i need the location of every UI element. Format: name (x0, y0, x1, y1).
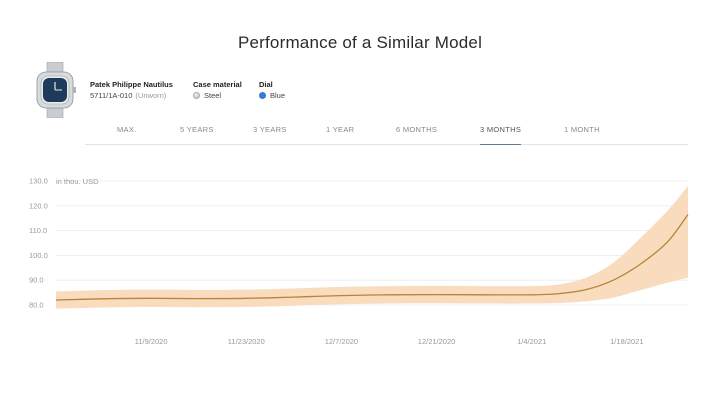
dial-label: Dial (259, 80, 273, 89)
x-tick-label: 1/4/2021 (517, 337, 546, 346)
product-reference: 5711/1A-010 (90, 91, 133, 100)
tab-3-years[interactable]: 3 YEARS (253, 125, 287, 134)
tab-1-year[interactable]: 1 YEAR (326, 125, 355, 134)
dial-row: Blue (259, 90, 285, 101)
product-reference-row: 5711/1A-010 (Unworn) (90, 90, 173, 101)
unit-label: in thou. USD (56, 177, 99, 186)
dial-field: Dial Blue (259, 79, 285, 101)
product-name-field: Patek Philippe Nautilus 5711/1A-010 (Unw… (90, 79, 173, 101)
watch-crown (73, 87, 76, 93)
x-tick-label: 11/23/2020 (228, 337, 265, 346)
x-tick-label: 11/9/2020 (135, 337, 168, 346)
tab-6-months[interactable]: 6 MONTHS (396, 125, 438, 134)
y-tick-label: 80.0 (29, 301, 44, 310)
case-material-label: Case material (193, 80, 242, 89)
x-axis-labels: 11/9/2020 11/23/2020 12/7/2020 12/21/2020 1/… (135, 337, 644, 346)
x-tick-label: 12/21/2020 (418, 337, 456, 346)
y-tick-label: 120.0 (29, 201, 48, 210)
blue-swatch-icon (259, 92, 266, 99)
y-axis-labels: 130.0 120.0 110.0 100.0 90.0 80.0 (29, 177, 48, 310)
product-condition: (Unworn) (135, 91, 167, 100)
price-line (55, 214, 689, 301)
page-title: Performance of a Similar Model (237, 33, 483, 52)
y-tick-label: 100.0 (29, 251, 48, 260)
tab-max[interactable]: MAX. (117, 125, 137, 134)
price-line-path (55, 214, 689, 301)
product-name: Patek Philippe Nautilus (90, 80, 173, 89)
tab-3-months[interactable]: 3 MONTHS (480, 125, 522, 145)
dial-value: Blue (270, 91, 286, 100)
y-tick-label: 110.0 (29, 226, 47, 235)
y-tick-label: 90.0 (29, 276, 44, 285)
watch-image (36, 62, 76, 118)
steel-swatch-icon (193, 92, 200, 99)
x-tick-label: 1/18/2021 (610, 337, 643, 346)
confidence-band-area (56, 186, 688, 309)
case-material-field: Case material Steel (193, 79, 242, 101)
time-range-tabs: MAX. 5 YEARS 3 YEARS 1 YEAR 6 MONTHS 3 M… (85, 125, 688, 145)
confidence-band (56, 186, 688, 309)
y-tick-label: 130.0 (29, 177, 48, 186)
case-material-row: Steel (193, 90, 242, 101)
tab-1-month[interactable]: 1 MONTH (564, 125, 600, 134)
x-tick-label: 12/7/2020 (325, 337, 358, 346)
case-material-value: Steel (204, 91, 222, 100)
tab-5-years[interactable]: 5 YEARS (180, 125, 214, 134)
